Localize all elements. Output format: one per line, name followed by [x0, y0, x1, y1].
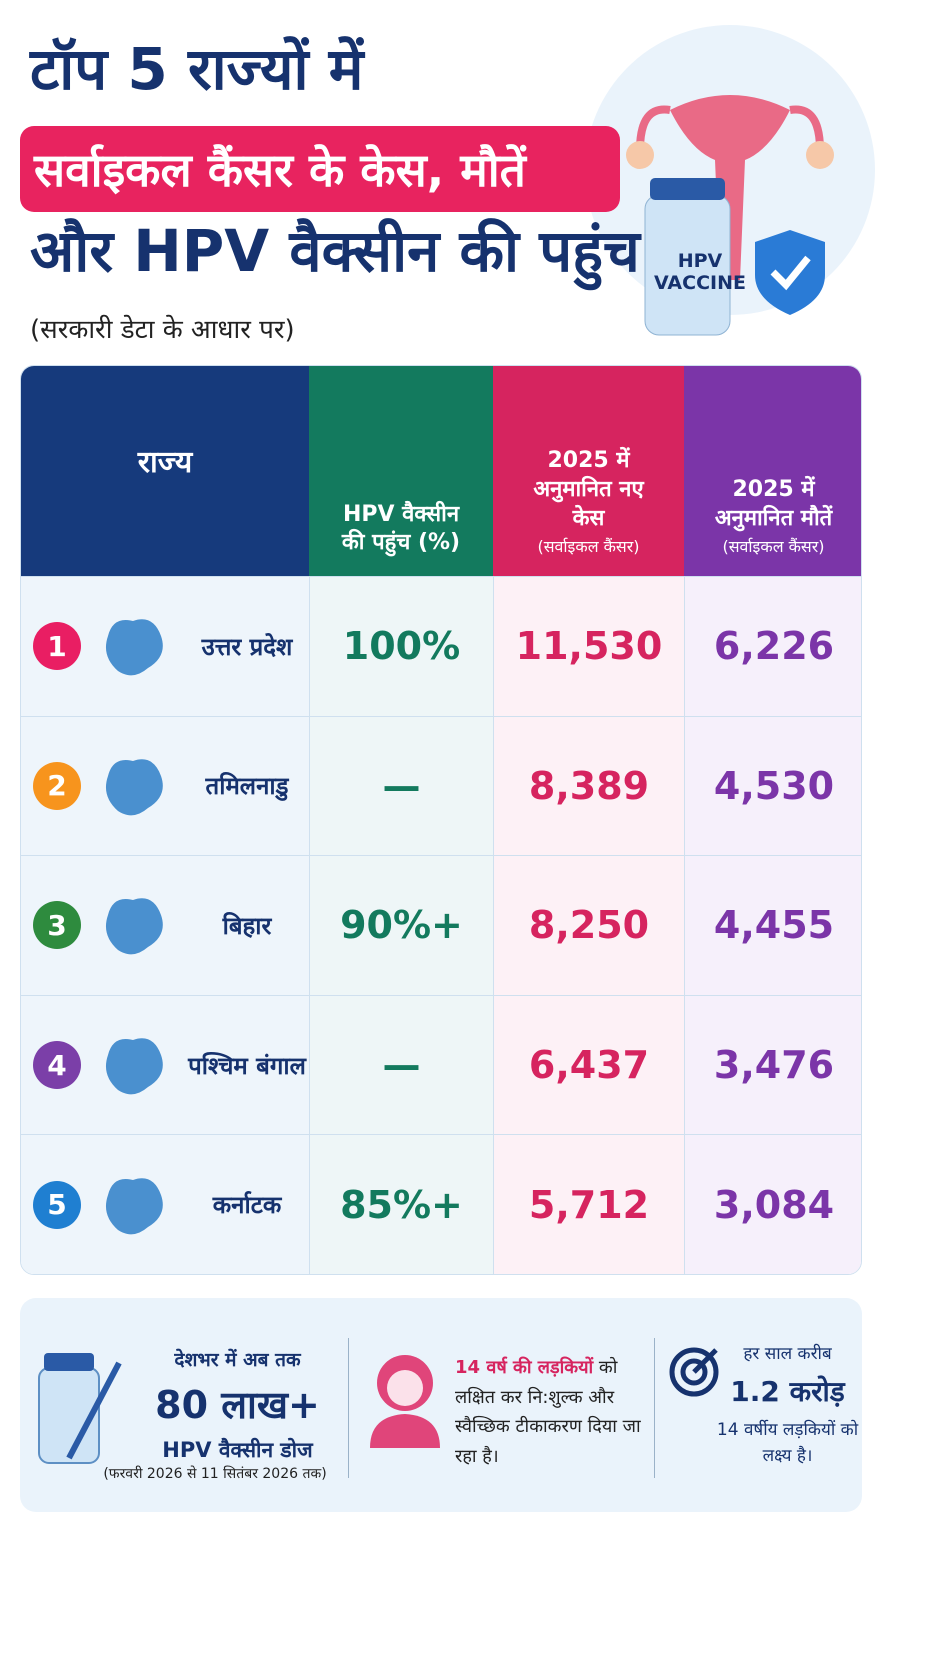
- illustration: [585, 25, 875, 336]
- cases: 8,250: [493, 855, 684, 995]
- coverage: 90%+: [309, 855, 493, 995]
- column-header: HPV वैक्सीन की पहुंच (%): [309, 366, 493, 576]
- state-map: [105, 619, 163, 676]
- vial-icon: [38, 1353, 122, 1464]
- lead: हर साल करीब: [743, 1344, 832, 1364]
- state-name: उत्तर प्रदेश: [201, 632, 293, 661]
- state-cell: 3 बिहार: [21, 855, 309, 995]
- state-map: [105, 759, 163, 816]
- header-title: राज्य: [137, 444, 193, 480]
- column-header: राज्य: [21, 366, 309, 576]
- target-info: हर साल करीब 1.2 करोड़ 14 वर्षीय लड़कियों…: [715, 1298, 860, 1512]
- deaths: 3,476: [684, 994, 861, 1135]
- footer: देशभर में अब तक 80 लाख+ HPV वैक्सीन डोज …: [20, 1298, 862, 1512]
- header-title: 2025 में अनुमानित नए केस: [533, 448, 644, 531]
- lead: देशभर में अब तक: [174, 1349, 301, 1371]
- period: (फरवरी 2026 से 11 सितंबर 2026 तक): [103, 1466, 327, 1482]
- target-icon: [669, 1347, 719, 1397]
- state-cell: 1 उत्तर प्रदेश: [21, 576, 309, 716]
- title-highlight: सर्वाइकल कैंसर के केस, मौतें: [20, 126, 620, 212]
- coverage: —: [309, 994, 493, 1135]
- text: को लक्षित कर नि:शुल्क और स्वैच्छिक टीकाक…: [455, 1357, 641, 1468]
- state-cell: 4 पश्चिम बंगाल: [21, 994, 309, 1135]
- state-map: [105, 1038, 163, 1095]
- state-map: [105, 1177, 163, 1235]
- state-cell: 2 तमिलनाडु: [21, 715, 309, 856]
- cases: 6,437: [493, 994, 684, 1135]
- label: HPV वैक्सीन डोज: [162, 1438, 313, 1462]
- girls-info: 14 वर्ष की लड़कियों को लक्षित कर नि:शुल्…: [455, 1353, 655, 1472]
- column-header: 2025 में अनुमानित मौतें (सर्वाइकल कैंसर): [684, 366, 861, 576]
- header-title: HPV वैक्सीन की पहुंच (%): [341, 501, 461, 556]
- vial-label: HPV VACCINE: [654, 250, 746, 294]
- coverage: 85%+: [309, 1134, 493, 1274]
- state-map: [105, 898, 163, 955]
- doses-info: देशभर में अब तक 80 लाख+ HPV वैक्सीन डोज: [120, 1298, 355, 1512]
- header-note: (सर्वाइकल कैंसर): [537, 537, 640, 557]
- deaths: 3,084: [684, 1134, 861, 1274]
- title: टॉप 5 राज्यों में: [30, 35, 364, 103]
- rank: 4: [33, 1041, 81, 1090]
- cases: 8,389: [493, 715, 684, 856]
- rank: 5: [33, 1180, 81, 1229]
- highlight: 14 वर्ष की लड़कियों: [455, 1357, 594, 1378]
- column-header: 2025 में अनुमानित नए केस (सर्वाइकल कैंसर): [493, 366, 684, 576]
- state-name: तमिलनाडु: [205, 772, 289, 801]
- state-cell: 5 कर्नाटक: [21, 1134, 309, 1274]
- coverage: 100%: [309, 576, 493, 716]
- figure: 1.2 करोड़: [730, 1375, 845, 1408]
- girl-icon: [370, 1355, 440, 1448]
- divider: [654, 1338, 655, 1478]
- cases: 11,530: [493, 576, 684, 716]
- subtitle: (सरकारी डेटा के आधार पर): [30, 315, 295, 345]
- deaths: 4,455: [684, 855, 861, 995]
- coverage: —: [309, 715, 493, 856]
- title: और HPV वैक्सीन की पहुंच: [30, 217, 640, 285]
- state-name: पश्चिम बंगाल: [188, 1051, 306, 1080]
- figure: 80 लाख+: [155, 1383, 320, 1427]
- state-name: कर्नाटक: [212, 1191, 282, 1220]
- rank: 1: [33, 622, 81, 671]
- header-title: 2025 में अनुमानित मौतें: [714, 477, 833, 531]
- deaths: 4,530: [684, 715, 861, 856]
- table: राज्य HPV वैक्सीन की पहुंच (%) 2025 में अन…: [20, 365, 862, 1275]
- state-name: बिहार: [222, 911, 272, 940]
- header-note: (सर्वाइकल कैंसर): [722, 537, 825, 557]
- text: 14 वर्षीय लड़कियों को लक्ष्य है।: [716, 1420, 859, 1466]
- rank: 3: [33, 901, 81, 950]
- rank: 2: [33, 761, 81, 810]
- divider: [348, 1338, 349, 1478]
- cases: 5,712: [493, 1134, 684, 1274]
- deaths: 6,226: [684, 576, 861, 716]
